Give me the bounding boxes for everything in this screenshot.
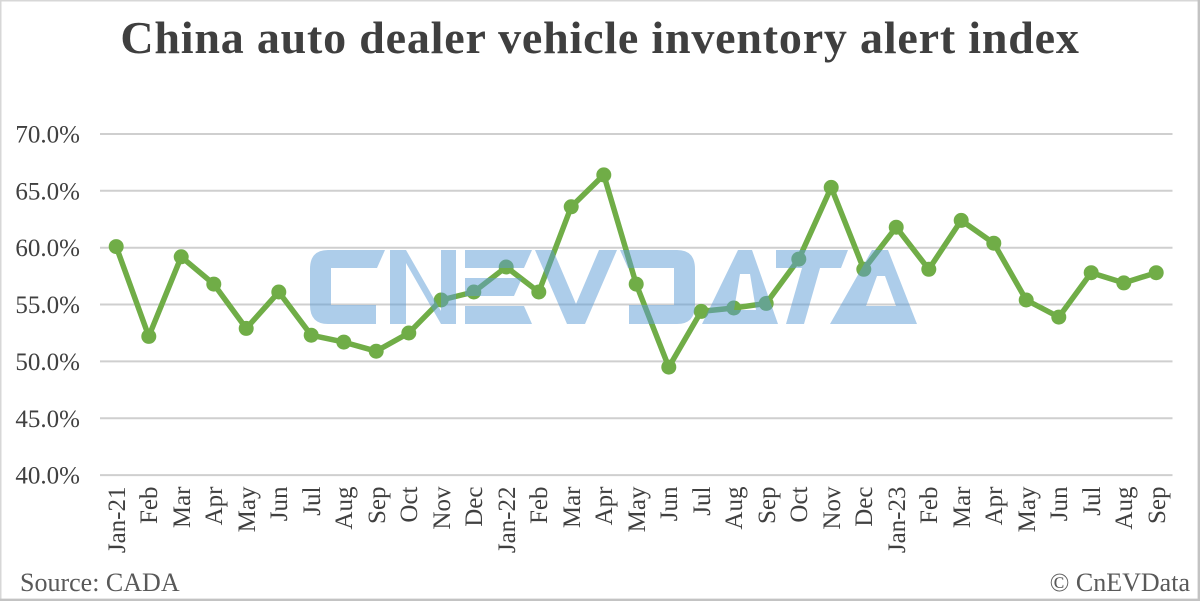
svg-text:40.0%: 40.0% (15, 463, 80, 490)
svg-text:Feb: Feb (916, 487, 943, 525)
svg-text:Aug: Aug (721, 486, 748, 530)
svg-text:Jan-21: Jan-21 (104, 487, 131, 554)
svg-text:Apr: Apr (591, 486, 618, 526)
svg-text:Jun: Jun (266, 486, 293, 521)
svg-text:Dec: Dec (851, 487, 878, 527)
svg-text:45.0%: 45.0% (15, 406, 80, 433)
svg-text:Sep: Sep (754, 487, 781, 525)
svg-text:Sep: Sep (1144, 487, 1171, 525)
svg-text:Aug: Aug (1111, 486, 1138, 530)
svg-text:Nov: Nov (429, 486, 456, 530)
svg-text:Aug: Aug (331, 486, 358, 530)
svg-text:Mar: Mar (169, 486, 196, 528)
svg-text:Feb: Feb (526, 487, 553, 525)
svg-text:China auto dealer vehicle inve: China auto dealer vehicle inventory aler… (120, 12, 1079, 63)
svg-text:50.0%: 50.0% (15, 349, 80, 376)
svg-text:55.0%: 55.0% (15, 292, 80, 319)
svg-text:Oct: Oct (786, 486, 813, 522)
svg-text:Apr: Apr (201, 486, 228, 526)
svg-text:Nov: Nov (819, 486, 846, 530)
svg-text:Oct: Oct (396, 486, 423, 522)
svg-text:Dec: Dec (461, 487, 488, 527)
svg-text:Feb: Feb (136, 487, 163, 525)
svg-text:Jun: Jun (1046, 486, 1073, 521)
svg-text:60.0%: 60.0% (15, 235, 80, 262)
svg-text:Mar: Mar (949, 486, 976, 528)
svg-text:Jul: Jul (1079, 486, 1106, 515)
svg-text:Jul: Jul (689, 486, 716, 515)
svg-text:May: May (1014, 486, 1041, 532)
svg-text:Jan-22: Jan-22 (494, 487, 521, 554)
svg-text:May: May (624, 486, 651, 532)
svg-text:Sep: Sep (364, 487, 391, 525)
svg-text:Source: CADA: Source: CADA (20, 568, 180, 597)
svg-text:Jun: Jun (656, 486, 683, 521)
svg-text:Apr: Apr (981, 486, 1008, 526)
svg-text:70.0%: 70.0% (15, 122, 80, 149)
svg-text:Jan-23: Jan-23 (884, 487, 911, 554)
svg-text:May: May (234, 486, 261, 532)
svg-text:65.0%: 65.0% (15, 178, 80, 205)
svg-text:© CnEVData: © CnEVData (1050, 568, 1191, 597)
svg-text:Jul: Jul (299, 486, 326, 515)
svg-text:Mar: Mar (559, 486, 586, 528)
